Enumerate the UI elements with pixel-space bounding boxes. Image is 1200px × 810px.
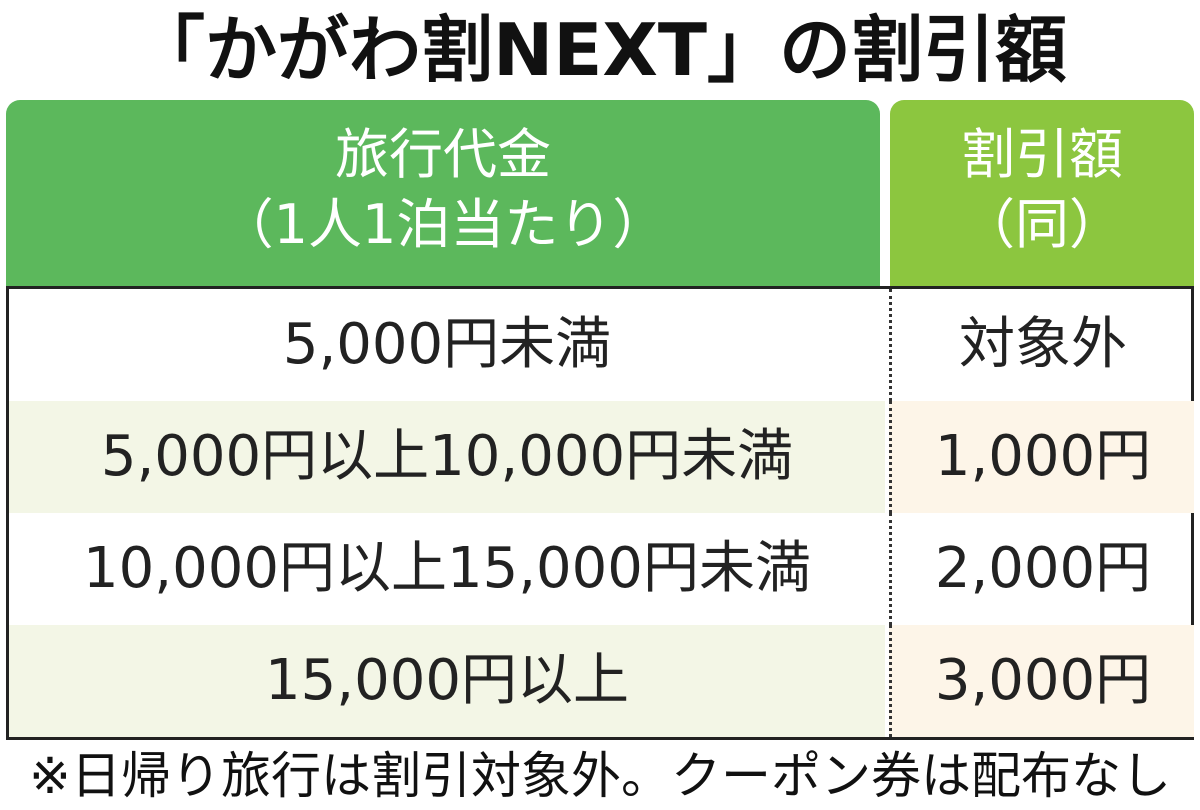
row: 5,000円以上10,000円未満 1,000円 [9,401,1194,513]
cell: 15,000円以上 [9,625,885,737]
row: 15,000円以上 3,000円 [9,625,1194,737]
header-cell: 旅行代金 （1人1泊当たり） [6,100,880,286]
cell: 5,000円以上10,000円未満 [9,401,885,513]
cell: 対象外 [889,289,1194,401]
cell: 5,000円未満 [282,312,612,377]
table: 旅行代金 （1人1泊当たり） 割引額 （同） 5,000円未満 対象外 5,000… [6,100,1194,740]
title: 「かがわ割NEXT」の割引額 [132,8,1068,92]
header-text: （同） [961,193,1123,256]
row: 5,000円未満 対象外 [9,289,1191,401]
cell: 2,000円 [889,513,1194,625]
cell: 1,000円 [889,401,1194,513]
header-text: （1人1泊当たり） [219,193,667,256]
note: ※日帰り旅行は割引対象外。クーポン券は配布なし [29,747,1171,805]
cell: 3,000円 [889,625,1194,737]
header-cell: 割引額 （同） [890,100,1194,286]
header-text: 旅行代金 [335,123,551,186]
cell: 10,000円以上15,000円未満 [83,536,811,601]
header-text: 割引額 [961,123,1123,186]
table-body: 5,000円未満 対象外 5,000円以上10,000円未満 1,000円 10,0… [6,286,1194,740]
row: 10,000円以上15,000円未満 2,000円 [9,513,1191,625]
